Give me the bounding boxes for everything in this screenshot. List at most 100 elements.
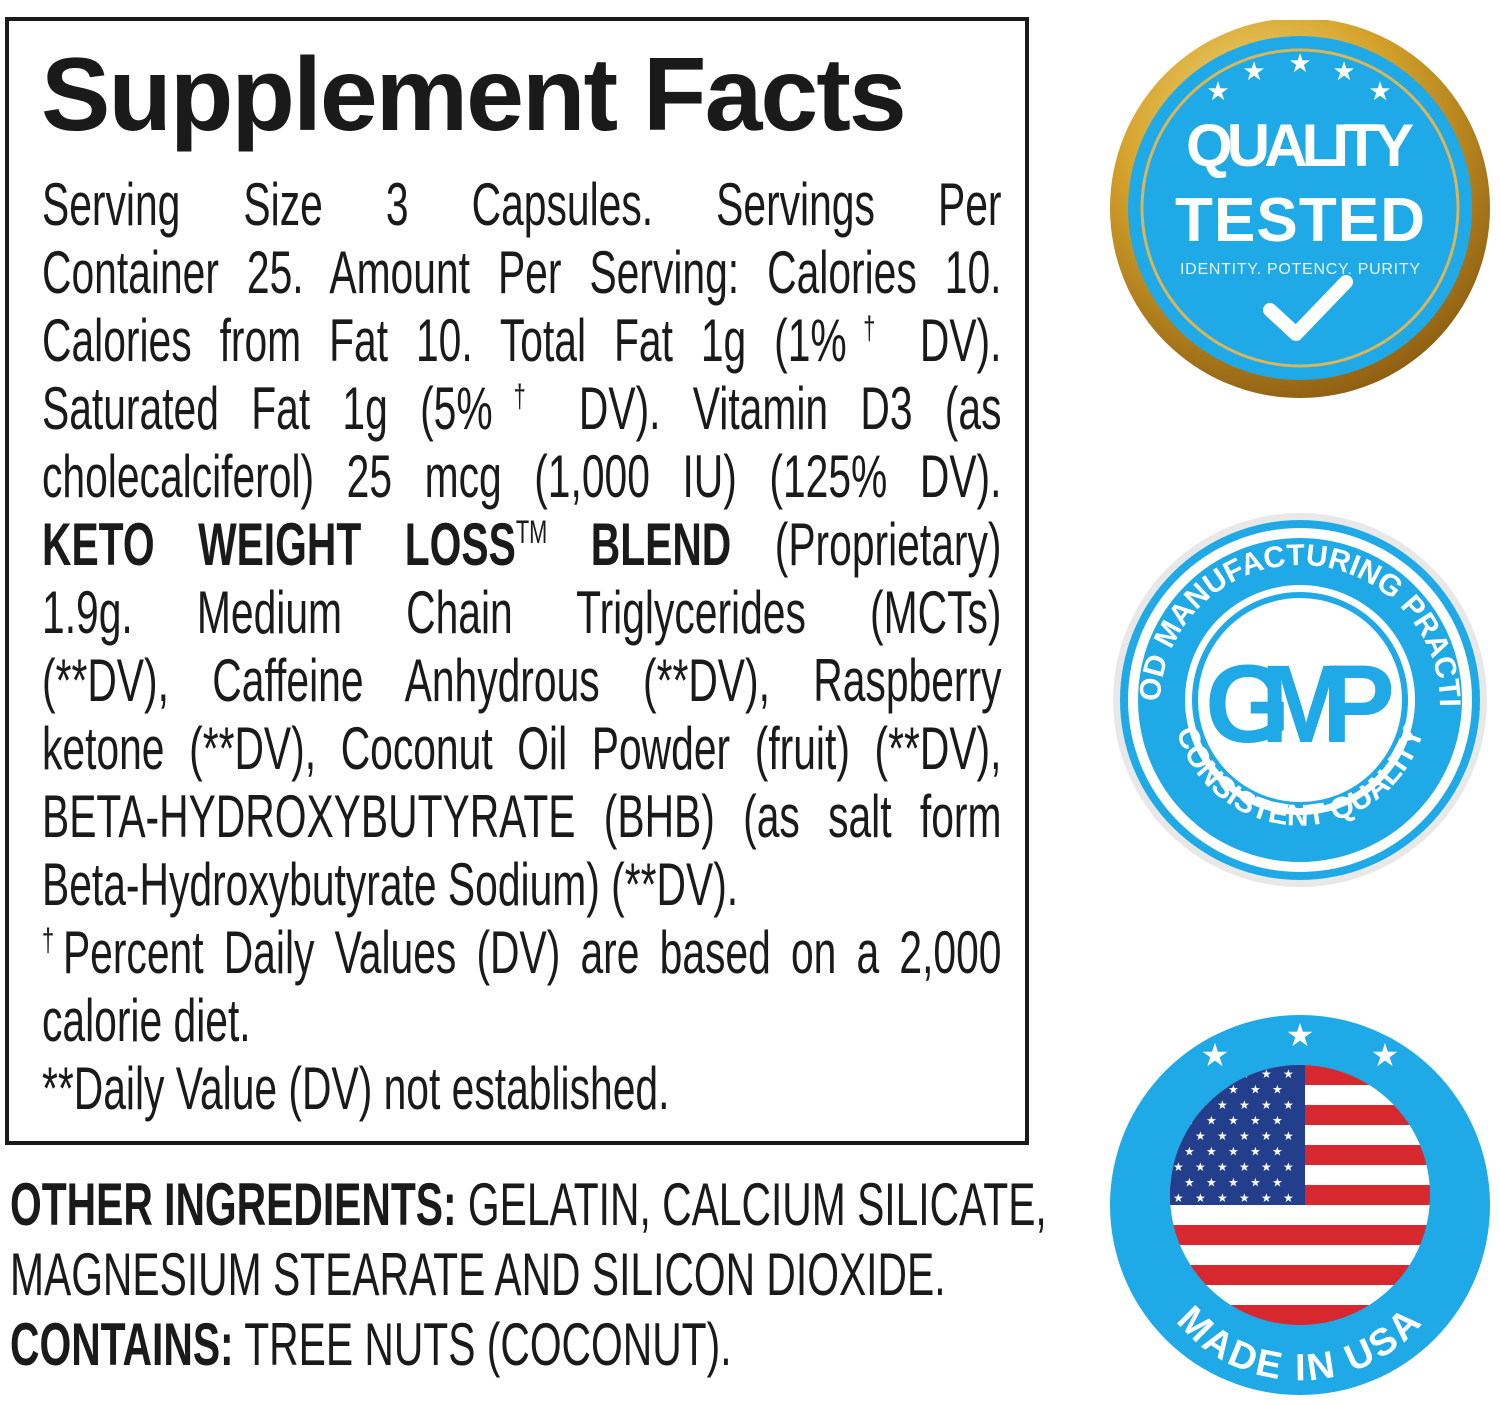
text-segment: Saturated Fat 1g (5%	[42, 375, 493, 442]
flag-star: ★	[1206, 1114, 1217, 1128]
text-segment: (**DV), Caffeine Anhydrous (**DV), Raspb…	[42, 647, 1002, 714]
flag-star: ★	[1261, 1067, 1272, 1081]
flag-star: ★	[1173, 1160, 1184, 1174]
flag-star: ★	[1195, 1129, 1206, 1143]
made-in-usa-badge: ★ ★★ ★ ★★ ★ ★ ★★ ★ ★ ★★ ★ ★ ★ ★★ ★ ★ ★ ★★ ★ ★ ★ ★ ★★ ★ ★ ★ ★★ ★ ★ ★ ★ ★…	[1110, 1015, 1490, 1395]
flag-star: ★	[1228, 1083, 1239, 1097]
flag-star: ★	[1261, 1098, 1272, 1112]
text-segment: ketone (**DV), Coconut Oil Powder (fruit…	[42, 715, 1002, 782]
flag-star: ★	[1261, 1160, 1272, 1174]
flag-star: ★	[1239, 1098, 1250, 1112]
flag-star: ★	[1195, 1160, 1206, 1174]
badge-quality-line1: QUALITY	[1186, 112, 1414, 179]
svg-text:★: ★	[1368, 76, 1391, 106]
bold-text: OTHER INGREDIENTS:	[10, 1171, 457, 1238]
flag-star: ★	[1250, 1145, 1261, 1159]
flag-star: ★	[1195, 1191, 1206, 1205]
badge-quality-tagline: IDENTITY. POTENCY. PURITY	[1180, 261, 1420, 278]
flag-stripe	[1170, 1265, 1430, 1286]
quality-tested-badge: ★ ★ ★ ★ ★ QUALITY TESTED IDENTITY. POTENCY. …	[1110, 20, 1490, 398]
facts-text: Serving Size 3 Capsules. Servings Per Con…	[42, 171, 1001, 1123]
flag-star: ★	[1283, 1191, 1294, 1205]
superscript: †	[42, 922, 63, 958]
flag-star: ★	[1283, 1067, 1294, 1081]
svg-text:★: ★	[1242, 56, 1265, 86]
svg-text:★: ★	[1206, 76, 1229, 106]
text-segment: BETA-HYDROXYBUTYRATE (BHB) (as salt form	[42, 783, 1002, 850]
text-segment: Beta-Hydroxybutyrate Sodium) (**DV).	[42, 851, 739, 918]
flag-star: ★	[1272, 1176, 1283, 1190]
flag-star: ★	[1261, 1191, 1272, 1205]
flag-star: ★	[1272, 1145, 1283, 1159]
flag-star: ★	[1206, 1145, 1217, 1159]
flag-star: ★	[1228, 1145, 1239, 1159]
flag-star: ★	[1283, 1098, 1294, 1112]
flag-star: ★	[1261, 1129, 1272, 1143]
flag-star: ★	[1272, 1114, 1283, 1128]
bold-text: CONTAINS:	[10, 1311, 234, 1378]
text-segment: 1.9g. Medium Chain Triglycerides (MCTs)	[42, 579, 1002, 646]
text-line: ketone (**DV), Coconut Oil Powder (fruit…	[42, 715, 1001, 783]
flag-star: ★	[1206, 1176, 1217, 1190]
flag-stripe	[1170, 1205, 1430, 1226]
flag-star: ★	[1217, 1191, 1228, 1205]
text-line: Saturated Fat 1g (5%† DV). Vitamin D3 (a…	[42, 375, 1001, 443]
panel-title: Supplement Facts	[41, 37, 907, 153]
text-segment: cholecalciferol) 25 mcg (1,000 IU) (125%…	[42, 443, 1002, 510]
text-line: Calories from Fat 10. Total Fat 1g (1%† …	[42, 307, 1001, 375]
stars-icon: ★ ★ ★ ★ ★	[1206, 48, 1391, 106]
gmp-badge: GOOD MANUFACTURING PRACTICE CONSISTENT Q…	[1105, 510, 1487, 887]
flag-star: ★	[1239, 1191, 1250, 1205]
text-segment: Percent Daily Values (DV) are based on a…	[62, 919, 1002, 986]
text-line: calorie diet.	[42, 987, 1001, 1055]
flag-stripe	[1170, 1225, 1430, 1246]
flag-star: ★	[1217, 1129, 1228, 1143]
text-segment: MAGNESIUM STEARATE AND SILICON DIOXIDE.	[10, 1241, 946, 1308]
text-line: 1.9g. Medium Chain Triglycerides (MCTs)	[42, 579, 1001, 647]
text-segment: **Daily Value (DV) not established.	[42, 1055, 670, 1122]
text-line: MAGNESIUM STEARATE AND SILICON DIOXIDE.	[10, 1240, 1010, 1310]
text-segment: Container 25. Amount Per Serving: Calori…	[42, 239, 1002, 306]
text-line: †Percent Daily Values (DV) are based on …	[42, 919, 1001, 987]
flag-star: ★	[1239, 1160, 1250, 1174]
flag-star: ★	[1184, 1176, 1195, 1190]
text-segment: (Proprietary)	[731, 511, 1002, 578]
superscript: TM	[515, 514, 548, 550]
text-line: CONTAINS: TREE NUTS (COCONUT).	[10, 1310, 1010, 1380]
svg-text:★: ★	[1371, 1037, 1400, 1073]
text-line: OTHER INGREDIENTS: GELATIN, CALCIUM SILI…	[10, 1170, 1047, 1240]
flag-star: ★	[1173, 1191, 1184, 1205]
superscript: †	[846, 310, 892, 346]
flag-star: ★	[1283, 1129, 1294, 1143]
svg-text:★: ★	[1286, 1017, 1315, 1053]
text-line: BETA-HYDROXYBUTYRATE (BHB) (as salt form	[42, 783, 1001, 851]
checkmark-icon	[1263, 275, 1353, 341]
flag-star: ★	[1250, 1176, 1261, 1190]
flag-star: ★	[1217, 1098, 1228, 1112]
text-segment: Serving Size 3 Capsules. Servings Per	[42, 171, 1002, 238]
gmp-center-text: GMP	[1205, 643, 1395, 766]
bold-text: KETO WEIGHT LOSS	[42, 511, 516, 578]
badge-quality-line2: TESTED	[1175, 186, 1425, 255]
text-line: **Daily Value (DV) not established.	[42, 1055, 1001, 1123]
text-line: cholecalciferol) 25 mcg (1,000 IU) (125%…	[42, 443, 1001, 511]
flag-star: ★	[1239, 1129, 1250, 1143]
superscript: †	[492, 378, 547, 414]
svg-text:★: ★	[1288, 48, 1311, 78]
flag-star: ★	[1228, 1176, 1239, 1190]
flag-stripe	[1170, 1285, 1430, 1306]
flag-star: ★	[1250, 1114, 1261, 1128]
text-line: Serving Size 3 Capsules. Servings Per	[42, 171, 1001, 239]
text-segment: GELATIN, CALCIUM SILICATE,	[456, 1171, 1047, 1238]
flag-star: ★	[1217, 1160, 1228, 1174]
text-segment: DV).	[891, 307, 1002, 374]
flag-star: ★	[1283, 1160, 1294, 1174]
text-segment: calorie diet.	[42, 987, 251, 1054]
flag-star: ★	[1184, 1145, 1195, 1159]
text-line: Beta-Hydroxybutyrate Sodium) (**DV).	[42, 851, 1001, 919]
text-line: KETO WEIGHT LOSSTM BLEND (Proprietary)	[42, 511, 1001, 579]
text-line: Container 25. Amount Per Serving: Calori…	[42, 239, 1001, 307]
text-segment: DV). Vitamin D3 (as	[546, 375, 1002, 442]
flag-star: ★	[1272, 1083, 1283, 1097]
flag-stripe	[1170, 1245, 1430, 1266]
